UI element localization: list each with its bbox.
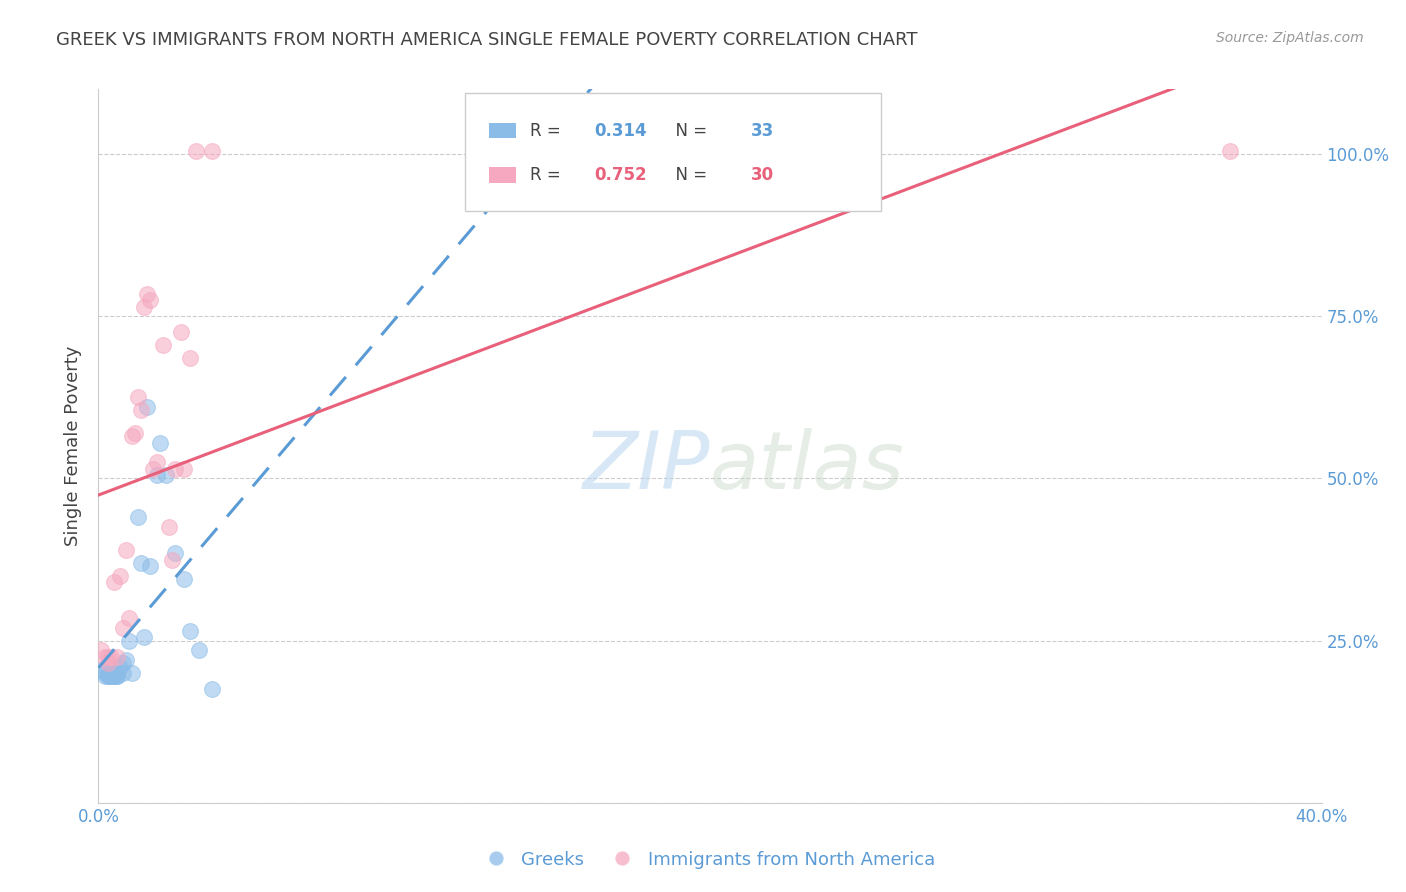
- Point: [97, 657, 120, 671]
- Point: [103, 575, 125, 590]
- Point: [108, 568, 131, 582]
- Point: [105, 666, 128, 681]
- Point: [163, 546, 186, 560]
- FancyBboxPatch shape: [489, 123, 516, 138]
- Point: [97, 669, 120, 683]
- Point: [127, 510, 149, 524]
- Point: [163, 461, 186, 475]
- Point: [121, 666, 143, 681]
- Text: N =: N =: [665, 121, 713, 139]
- Point: [1219, 144, 1241, 158]
- Point: [97, 669, 120, 683]
- Text: GREEK VS IMMIGRANTS FROM NORTH AMERICA SINGLE FEMALE POVERTY CORRELATION CHART: GREEK VS IMMIGRANTS FROM NORTH AMERICA S…: [56, 31, 918, 49]
- Point: [134, 300, 156, 314]
- Point: [103, 669, 125, 683]
- Point: [121, 429, 143, 443]
- Text: atlas: atlas: [710, 428, 905, 507]
- Text: N =: N =: [665, 166, 713, 184]
- Y-axis label: Single Female Poverty: Single Female Poverty: [65, 346, 83, 546]
- Point: [129, 556, 152, 570]
- Point: [127, 390, 149, 404]
- Point: [188, 643, 211, 657]
- Point: [93, 666, 115, 681]
- Point: [115, 653, 138, 667]
- Point: [145, 455, 167, 469]
- Point: [105, 649, 128, 664]
- Point: [111, 621, 134, 635]
- Point: [179, 351, 201, 366]
- FancyBboxPatch shape: [465, 93, 882, 211]
- Point: [93, 649, 115, 664]
- Point: [136, 400, 159, 414]
- Legend: Greeks, Immigrants from North America: Greeks, Immigrants from North America: [478, 844, 942, 876]
- Text: 0.314: 0.314: [593, 121, 647, 139]
- Point: [105, 669, 128, 683]
- Point: [100, 669, 122, 683]
- Point: [149, 435, 172, 450]
- Text: R =: R =: [530, 166, 567, 184]
- Point: [139, 293, 162, 307]
- Point: [152, 338, 174, 352]
- Point: [100, 649, 122, 664]
- Point: [90, 663, 112, 677]
- Point: [97, 666, 120, 681]
- Point: [118, 633, 141, 648]
- Point: [200, 144, 222, 158]
- Text: 0.752: 0.752: [593, 166, 647, 184]
- Point: [136, 286, 159, 301]
- Point: [145, 468, 167, 483]
- Point: [115, 542, 138, 557]
- Point: [111, 657, 134, 671]
- Point: [124, 425, 146, 440]
- Point: [103, 669, 125, 683]
- Point: [160, 552, 183, 566]
- Text: R =: R =: [530, 121, 567, 139]
- Point: [139, 559, 162, 574]
- Text: Source: ZipAtlas.com: Source: ZipAtlas.com: [1216, 31, 1364, 45]
- Point: [97, 649, 120, 664]
- Point: [134, 631, 156, 645]
- Point: [129, 403, 152, 417]
- Point: [179, 624, 201, 638]
- Text: 30: 30: [751, 166, 773, 184]
- Point: [186, 144, 208, 158]
- Point: [100, 669, 122, 683]
- Point: [170, 326, 193, 340]
- FancyBboxPatch shape: [489, 167, 516, 183]
- Text: ZIP: ZIP: [582, 428, 710, 507]
- Point: [142, 461, 165, 475]
- Point: [93, 669, 115, 683]
- Point: [118, 611, 141, 625]
- Text: 33: 33: [751, 121, 773, 139]
- Point: [173, 461, 195, 475]
- Point: [200, 682, 222, 697]
- Point: [105, 669, 128, 683]
- Point: [111, 666, 134, 681]
- Point: [90, 643, 112, 657]
- Point: [157, 520, 180, 534]
- Point: [173, 572, 195, 586]
- Point: [103, 666, 125, 681]
- Point: [108, 659, 131, 673]
- Point: [155, 468, 177, 483]
